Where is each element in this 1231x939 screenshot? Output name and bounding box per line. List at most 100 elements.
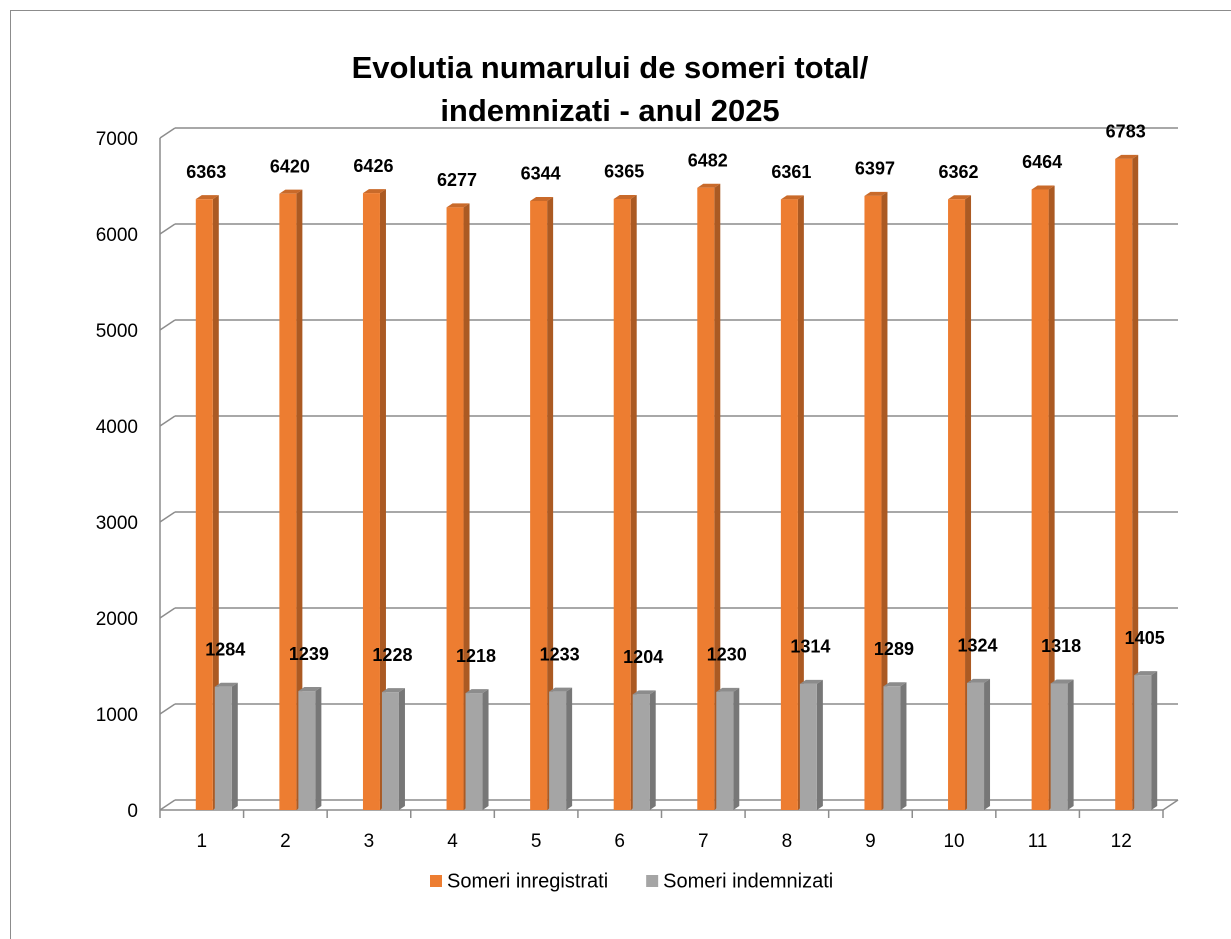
bar-side [482, 689, 489, 810]
grid-side [159, 703, 176, 715]
bar [381, 692, 399, 810]
x-tick-label: 4 [447, 831, 458, 852]
x-tick-label: 10 [943, 831, 964, 852]
bar [1050, 683, 1068, 810]
data-label: 1324 [958, 636, 998, 656]
bar-side [1048, 185, 1055, 810]
chart-title: indemnizati - anul 2025 [440, 93, 779, 128]
x-tick-label: 12 [1111, 831, 1132, 852]
bar [1031, 189, 1049, 810]
data-label: 1318 [1041, 636, 1081, 656]
data-label: 6464 [1022, 152, 1062, 172]
bar-top [381, 688, 405, 693]
bar-top [697, 183, 721, 188]
data-label: 6426 [353, 156, 393, 176]
x-tick-label: 5 [531, 831, 542, 852]
x-tick-label: 8 [782, 831, 793, 852]
bar-side [797, 195, 804, 810]
x-tick-label: 9 [865, 831, 876, 852]
bar-top [1031, 185, 1055, 190]
bar [799, 683, 817, 810]
bar-top [530, 196, 554, 201]
bar [298, 691, 316, 810]
bar-side [1151, 671, 1158, 810]
y-tick-label: 4000 [96, 417, 138, 438]
bar-side [463, 203, 470, 810]
data-label: 1239 [289, 644, 329, 664]
bar [697, 187, 715, 810]
bar-side [231, 682, 238, 810]
legend-label: Someri indemnizati [663, 870, 833, 892]
bar-side [649, 690, 656, 810]
bar [613, 198, 631, 810]
bar [948, 199, 966, 811]
data-label: 6482 [688, 150, 728, 170]
data-label: 6361 [771, 162, 811, 182]
bar-side [212, 195, 219, 811]
data-label: 6420 [270, 156, 310, 176]
bar-top [195, 195, 219, 200]
data-label: 6783 [1106, 122, 1146, 142]
bar-top [613, 194, 637, 199]
bar [530, 200, 548, 810]
bar-side [315, 687, 322, 810]
data-label: 1228 [372, 645, 412, 665]
data-label: 1230 [707, 645, 747, 665]
bar-top [1050, 679, 1074, 684]
bar-side [1132, 154, 1139, 810]
grid-side [159, 607, 176, 619]
bar-side [881, 191, 888, 810]
bar-top [1134, 671, 1158, 676]
x-tick-label: 11 [1028, 831, 1048, 852]
bar-side [398, 688, 405, 810]
grid-side [159, 799, 176, 811]
y-tick-label: 0 [127, 801, 138, 822]
bar-side [630, 194, 637, 810]
data-label: 6397 [855, 159, 895, 179]
bar [716, 691, 734, 810]
bar-top [780, 195, 804, 200]
bar-top [298, 687, 322, 692]
bar-top [967, 678, 991, 683]
x-tick-label: 6 [614, 831, 625, 852]
bar-top [716, 687, 740, 692]
legend-swatch [430, 875, 442, 887]
bar [195, 199, 213, 811]
bar-top [799, 679, 823, 684]
data-label: 1218 [456, 646, 496, 666]
y-tick-label: 1000 [96, 705, 138, 726]
bar-top [883, 682, 907, 687]
bar [1134, 675, 1152, 810]
data-label: 1284 [205, 639, 245, 659]
bar [883, 686, 901, 810]
bar-top [214, 682, 238, 687]
bar-top [1115, 154, 1139, 159]
data-label: 6277 [437, 170, 477, 190]
data-label: 1314 [790, 637, 830, 657]
legend-label: Someri inregistrati [447, 870, 608, 892]
x-tick-label: 7 [698, 831, 709, 852]
bar-side [296, 189, 303, 810]
grid-side [159, 319, 176, 331]
data-label: 6365 [604, 162, 644, 182]
bar-side [984, 678, 991, 810]
bar [632, 694, 650, 810]
data-label: 1204 [623, 647, 663, 667]
bar-top [632, 690, 656, 695]
bar-top [362, 189, 386, 194]
data-label: 6363 [186, 162, 226, 182]
bar-side [547, 196, 554, 810]
y-tick-label: 6000 [96, 225, 138, 246]
bar [446, 207, 464, 810]
bar-side [714, 183, 721, 810]
data-label: 1405 [1125, 628, 1165, 648]
y-tick-label: 2000 [96, 609, 138, 630]
bar [1115, 158, 1133, 810]
bar-side [1067, 679, 1074, 810]
bar [214, 686, 232, 810]
chart-title: Evolutia numarului de someri total/ [352, 50, 869, 85]
legend-swatch [646, 875, 659, 887]
bar-side [816, 679, 823, 810]
bar-side [733, 687, 740, 810]
